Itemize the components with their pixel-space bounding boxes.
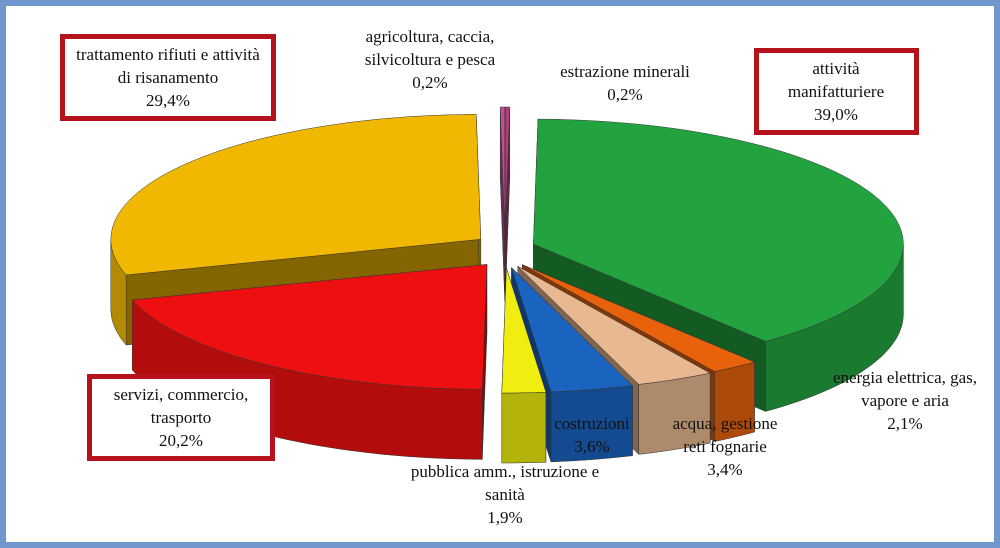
slice-top bbox=[110, 114, 482, 276]
category-name: trattamento rifiuti e attività di risana… bbox=[76, 45, 260, 87]
slice-label: servizi, commercio, trasporto 20,2% bbox=[87, 374, 275, 461]
value-label: 1,9% bbox=[487, 508, 523, 527]
slice-top bbox=[511, 267, 634, 393]
slice bbox=[504, 106, 511, 303]
slice bbox=[499, 106, 506, 303]
value-label: 0,2% bbox=[412, 73, 448, 92]
category-name: acqua, gestione reti fognarie bbox=[672, 414, 778, 456]
value-label: 39,0% bbox=[814, 105, 858, 124]
category-name: servizi, commercio, trasporto bbox=[113, 385, 249, 427]
slice-label: energia elettrica, gas, vapore e aria 2,1… bbox=[810, 366, 994, 435]
slice-top bbox=[501, 267, 547, 394]
slice-label: trattamento rifiuti e attività di risana… bbox=[60, 34, 276, 121]
category-name: costruzioni bbox=[554, 414, 630, 433]
slice-label: estrazione minerali 0,2% bbox=[540, 60, 710, 106]
slice-label: pubblica amm., istruzione e sanità 1,9% bbox=[410, 460, 600, 529]
slice-label: acqua, gestione reti fognarie 3,4% bbox=[660, 412, 790, 481]
slice-top bbox=[131, 264, 488, 390]
slice-label: attività manifatturiere 39,0% bbox=[753, 48, 919, 135]
value-label: 3,6% bbox=[574, 437, 610, 456]
value-label: 3,4% bbox=[707, 460, 743, 479]
slice-top bbox=[533, 118, 904, 342]
slice-top bbox=[504, 106, 511, 233]
category-name: estrazione minerali bbox=[560, 62, 690, 81]
value-label: 0,2% bbox=[607, 85, 643, 104]
value-label: 2,1% bbox=[887, 414, 923, 433]
value-label: 20,2% bbox=[159, 431, 203, 450]
category-name: pubblica amm., istruzione e sanità bbox=[410, 462, 600, 504]
slice-top bbox=[499, 106, 506, 233]
slice-label: agricoltura, caccia, silvicoltura e pesc… bbox=[335, 25, 525, 94]
slice bbox=[501, 267, 547, 464]
category-name: attività manifatturiere bbox=[787, 59, 885, 101]
category-name: agricoltura, caccia, silvicoltura e pesc… bbox=[364, 27, 496, 69]
slice-label: costruzioni 3,6% bbox=[537, 412, 647, 458]
category-name: energia elettrica, gas, vapore e aria bbox=[832, 368, 978, 410]
slice-top bbox=[522, 264, 756, 372]
value-label: 29,4% bbox=[146, 91, 190, 110]
slice-top bbox=[517, 266, 711, 385]
